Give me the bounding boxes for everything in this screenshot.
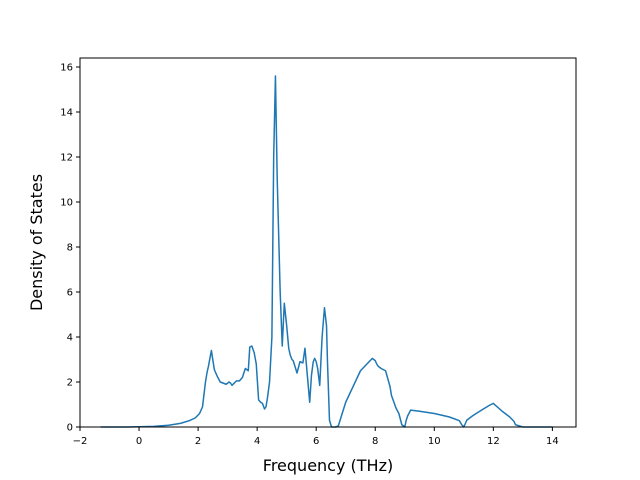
y-tick-label: 4 bbox=[67, 333, 73, 344]
y-tick-label: 8 bbox=[67, 243, 73, 254]
y-tick-label: 10 bbox=[60, 198, 73, 209]
x-tick-label: −2 bbox=[73, 436, 88, 447]
x-tick-label: 4 bbox=[254, 436, 260, 447]
x-tick-label: 0 bbox=[136, 436, 142, 447]
y-tick-label: 12 bbox=[60, 153, 73, 164]
y-tick-label: 14 bbox=[60, 108, 73, 119]
x-tick-label: 8 bbox=[372, 436, 378, 447]
plot-area bbox=[100, 75, 553, 428]
x-axis-label: Frequency (THz) bbox=[263, 456, 393, 475]
y-tick-label: 16 bbox=[60, 63, 73, 74]
series-line-0 bbox=[100, 75, 553, 428]
x-tick-label: 6 bbox=[313, 436, 319, 447]
y-axis-label: Density of States bbox=[27, 174, 46, 311]
y-tick-label: 2 bbox=[67, 378, 73, 389]
x-tick-label: 2 bbox=[195, 436, 201, 447]
x-tick-label: 14 bbox=[546, 436, 559, 447]
x-tick-label: 10 bbox=[428, 436, 441, 447]
y-tick-label: 0 bbox=[67, 423, 73, 434]
axes-frame bbox=[79, 57, 577, 428]
x-tick-label: 12 bbox=[487, 436, 500, 447]
y-tick-label: 6 bbox=[67, 288, 73, 299]
